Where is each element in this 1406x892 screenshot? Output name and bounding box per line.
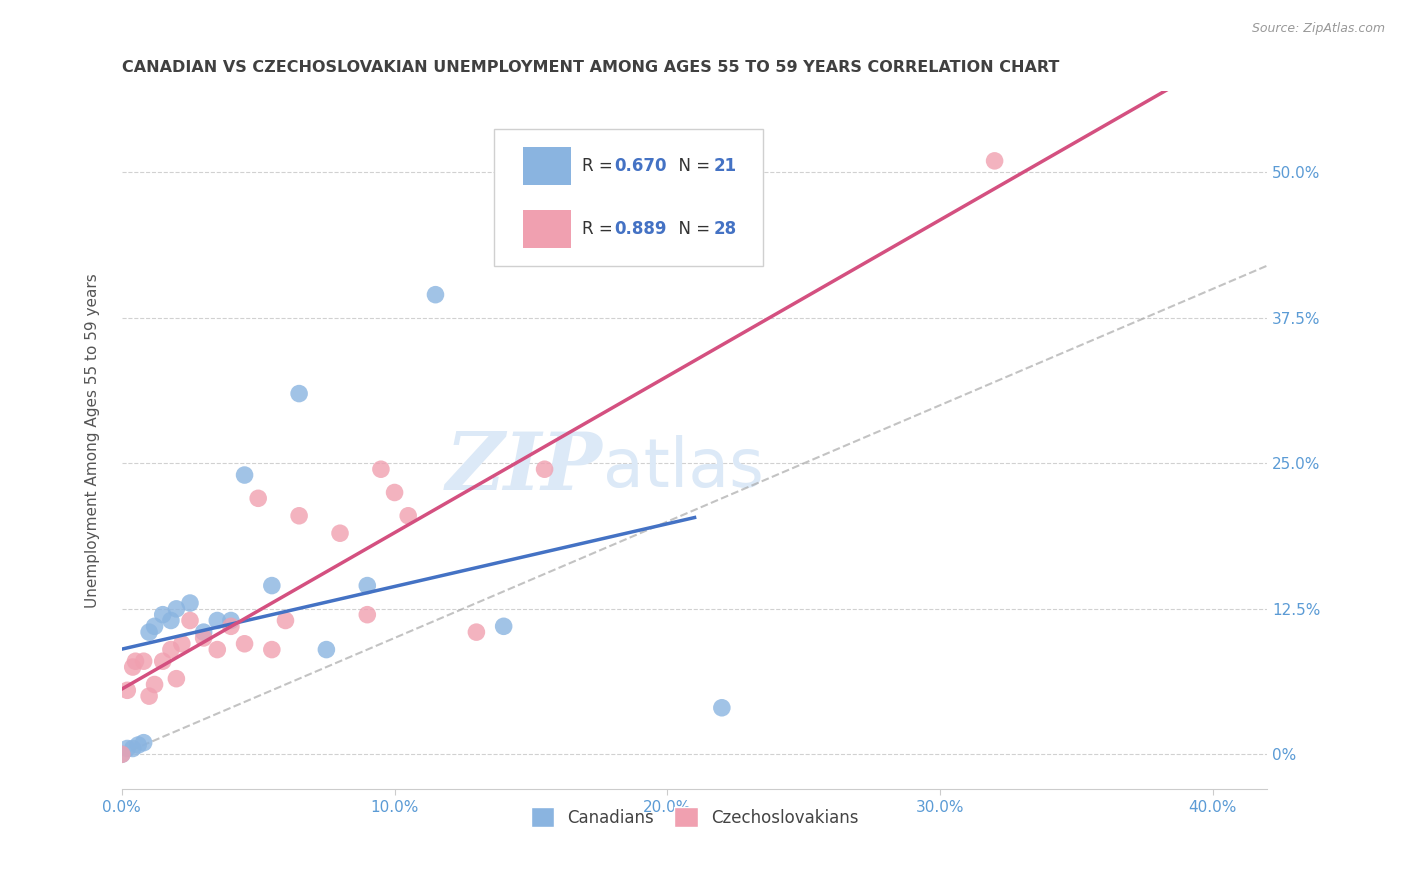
Point <box>152 654 174 668</box>
Point <box>356 607 378 622</box>
Point <box>396 508 419 523</box>
Point <box>533 462 555 476</box>
Point <box>274 614 297 628</box>
Point <box>143 619 166 633</box>
Point <box>111 747 134 762</box>
Point <box>356 578 378 592</box>
Point <box>170 637 193 651</box>
Point <box>384 485 406 500</box>
Text: 0.670: 0.670 <box>614 157 666 175</box>
Point <box>165 672 187 686</box>
Point <box>219 614 242 628</box>
Point <box>132 736 155 750</box>
Point <box>127 738 149 752</box>
Point <box>121 660 143 674</box>
FancyBboxPatch shape <box>523 210 571 248</box>
Point <box>132 654 155 668</box>
Point <box>329 526 352 541</box>
Text: atlas: atlas <box>603 435 763 501</box>
Point <box>233 468 256 483</box>
Point <box>315 642 337 657</box>
Text: 0.889: 0.889 <box>614 220 666 238</box>
Point <box>465 625 488 640</box>
Point <box>138 625 160 640</box>
Point <box>121 741 143 756</box>
Text: N =: N = <box>668 220 716 238</box>
Y-axis label: Unemployment Among Ages 55 to 59 years: Unemployment Among Ages 55 to 59 years <box>86 273 100 607</box>
Point <box>143 677 166 691</box>
Text: ZIP: ZIP <box>446 429 603 507</box>
Point <box>492 619 515 633</box>
Point <box>288 386 311 401</box>
Point <box>425 287 447 301</box>
Text: CANADIAN VS CZECHOSLOVAKIAN UNEMPLOYMENT AMONG AGES 55 TO 59 YEARS CORRELATION C: CANADIAN VS CZECHOSLOVAKIAN UNEMPLOYMENT… <box>122 60 1059 75</box>
Point <box>260 578 283 592</box>
Text: 28: 28 <box>714 220 737 238</box>
Point <box>124 654 146 668</box>
Text: Source: ZipAtlas.com: Source: ZipAtlas.com <box>1251 22 1385 36</box>
Point <box>160 614 183 628</box>
Point <box>207 614 229 628</box>
Text: R =: R = <box>582 157 619 175</box>
Legend: Canadians, Czechoslovakians: Canadians, Czechoslovakians <box>524 801 865 833</box>
Point <box>117 741 139 756</box>
Point <box>165 602 187 616</box>
Point <box>247 491 270 506</box>
Point <box>193 631 215 645</box>
Text: 21: 21 <box>714 157 737 175</box>
Point <box>219 619 242 633</box>
Point <box>207 642 229 657</box>
Point <box>288 508 311 523</box>
Point <box>179 596 201 610</box>
Point <box>370 462 392 476</box>
Point <box>233 637 256 651</box>
Text: N =: N = <box>668 157 716 175</box>
Point <box>983 153 1005 168</box>
FancyBboxPatch shape <box>523 147 571 186</box>
FancyBboxPatch shape <box>494 129 763 266</box>
Point <box>138 689 160 703</box>
Point <box>260 642 283 657</box>
Point <box>152 607 174 622</box>
Point <box>710 700 733 714</box>
Point <box>160 642 183 657</box>
Point <box>111 747 134 762</box>
Point <box>193 625 215 640</box>
Point <box>179 614 201 628</box>
Text: R =: R = <box>582 220 619 238</box>
Point <box>117 683 139 698</box>
